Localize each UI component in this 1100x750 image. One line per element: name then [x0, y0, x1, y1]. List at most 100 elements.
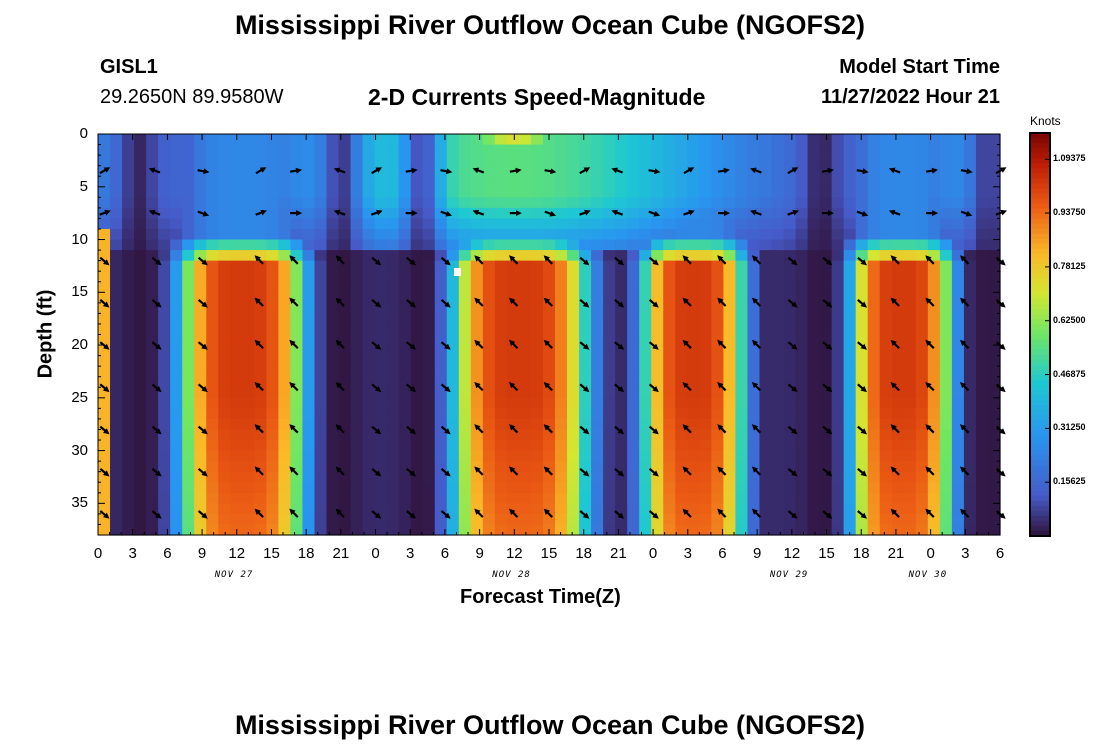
heatmap-cell — [699, 440, 712, 452]
heatmap-cell — [218, 218, 231, 230]
y-axis — [98, 133, 1000, 536]
heatmap-cell — [242, 429, 255, 441]
heatmap-cell — [98, 197, 111, 209]
heatmap-cell — [891, 345, 905, 357]
current-arrow — [151, 256, 162, 266]
heatmap-cell — [206, 503, 219, 515]
heatmap-cell — [314, 524, 328, 536]
heatmap-cell — [170, 155, 183, 167]
heatmap-cell — [603, 323, 616, 336]
current-arrow — [890, 381, 900, 392]
heatmap-cell — [975, 366, 989, 378]
heatmap-cell — [158, 281, 171, 293]
heatmap-cell — [182, 155, 195, 167]
current-arrow — [959, 339, 970, 349]
heatmap-cell — [338, 239, 352, 251]
heatmap-cell — [362, 207, 376, 220]
heatmap-cell — [434, 440, 448, 452]
heatmap-cell — [326, 176, 340, 188]
heatmap-cell — [410, 176, 424, 188]
heatmap-cell — [675, 176, 688, 188]
heatmap-cell — [278, 376, 292, 388]
heatmap-cell — [627, 271, 640, 283]
heatmap-cell — [807, 334, 821, 346]
heatmap-cell — [783, 176, 797, 188]
heatmap-cell — [987, 418, 1001, 431]
heatmap-cell — [747, 260, 761, 272]
heatmap-cell — [98, 418, 111, 431]
colorbar-swatch — [1030, 440, 1050, 446]
heatmap-cell — [98, 302, 111, 314]
heatmap-cell — [819, 524, 833, 536]
heatmap-cell — [350, 429, 364, 441]
heatmap-cell — [879, 355, 893, 367]
colorbar-swatch — [1030, 354, 1050, 361]
heatmap-cell — [567, 408, 580, 420]
current-arrow — [406, 425, 416, 435]
heatmap-cell — [350, 271, 364, 283]
heatmap-cell — [506, 313, 520, 325]
heatmap-cell — [302, 197, 316, 209]
current-arrow — [151, 425, 162, 435]
heatmap-cell — [735, 292, 749, 304]
heatmap-cell — [218, 408, 231, 420]
heatmap-cell — [290, 271, 304, 283]
heatmap-cell — [639, 376, 652, 388]
heatmap-cell — [987, 323, 1001, 336]
heatmap-cell — [134, 397, 147, 409]
heatmap-cell — [326, 292, 340, 304]
heatmap-cell — [110, 292, 123, 304]
heatmap-cell — [819, 197, 833, 209]
heatmap-cell — [170, 313, 183, 325]
heatmap-cell — [807, 418, 821, 431]
current-arrow — [751, 339, 762, 349]
heatmap-cell — [663, 408, 676, 420]
heatmap-cell — [759, 418, 773, 431]
heatmap-cell — [194, 313, 207, 325]
heatmap-cell — [771, 376, 785, 388]
current-arrow — [648, 299, 659, 308]
heatmap-cell — [158, 186, 171, 198]
heatmap-cell — [747, 503, 761, 515]
heatmap-cell — [855, 155, 869, 167]
heatmap-cell — [615, 260, 628, 272]
heatmap-cell — [771, 271, 785, 283]
heatmap-cell — [410, 461, 424, 473]
heatmap-cell — [494, 313, 508, 325]
colorbar-swatch — [1030, 339, 1050, 346]
heatmap-cell — [735, 418, 749, 431]
x-tick-label: 0 — [371, 545, 380, 562]
heatmap-cell — [627, 376, 640, 388]
colorbar-swatch — [1030, 415, 1050, 421]
heatmap-cell — [266, 376, 279, 388]
heatmap-cell — [206, 218, 219, 230]
heatmap-cell — [651, 524, 664, 536]
heatmap-cell — [506, 260, 520, 272]
heatmap-cell — [903, 334, 917, 346]
heatmap-cell — [494, 397, 508, 409]
heatmap-cell — [314, 176, 328, 188]
heatmap-cell — [410, 450, 424, 462]
heatmap-cell — [867, 302, 881, 314]
heatmap-cell — [759, 134, 773, 146]
heatmap-cell — [735, 239, 749, 251]
heatmap-cell — [302, 271, 316, 283]
current-arrow — [290, 167, 302, 174]
heatmap-cell — [843, 450, 857, 462]
heatmap-cell — [783, 155, 797, 167]
heatmap-cell — [891, 260, 905, 272]
heatmap-cell — [939, 482, 953, 494]
heatmap-cell — [422, 281, 436, 293]
heatmap-cell — [374, 366, 388, 378]
colorbar-swatch — [1030, 399, 1050, 406]
heatmap-cell — [963, 376, 977, 388]
heatmap-cell — [398, 461, 412, 473]
heatmap-cell — [915, 155, 929, 167]
heatmap-cell — [158, 313, 171, 325]
heatmap-cell — [422, 186, 436, 198]
heatmap-cell — [843, 376, 857, 388]
heatmap-cell — [362, 271, 376, 283]
heatmap-cell — [567, 186, 580, 198]
heatmap-cell — [747, 471, 761, 483]
heatmap-cell — [651, 144, 664, 156]
